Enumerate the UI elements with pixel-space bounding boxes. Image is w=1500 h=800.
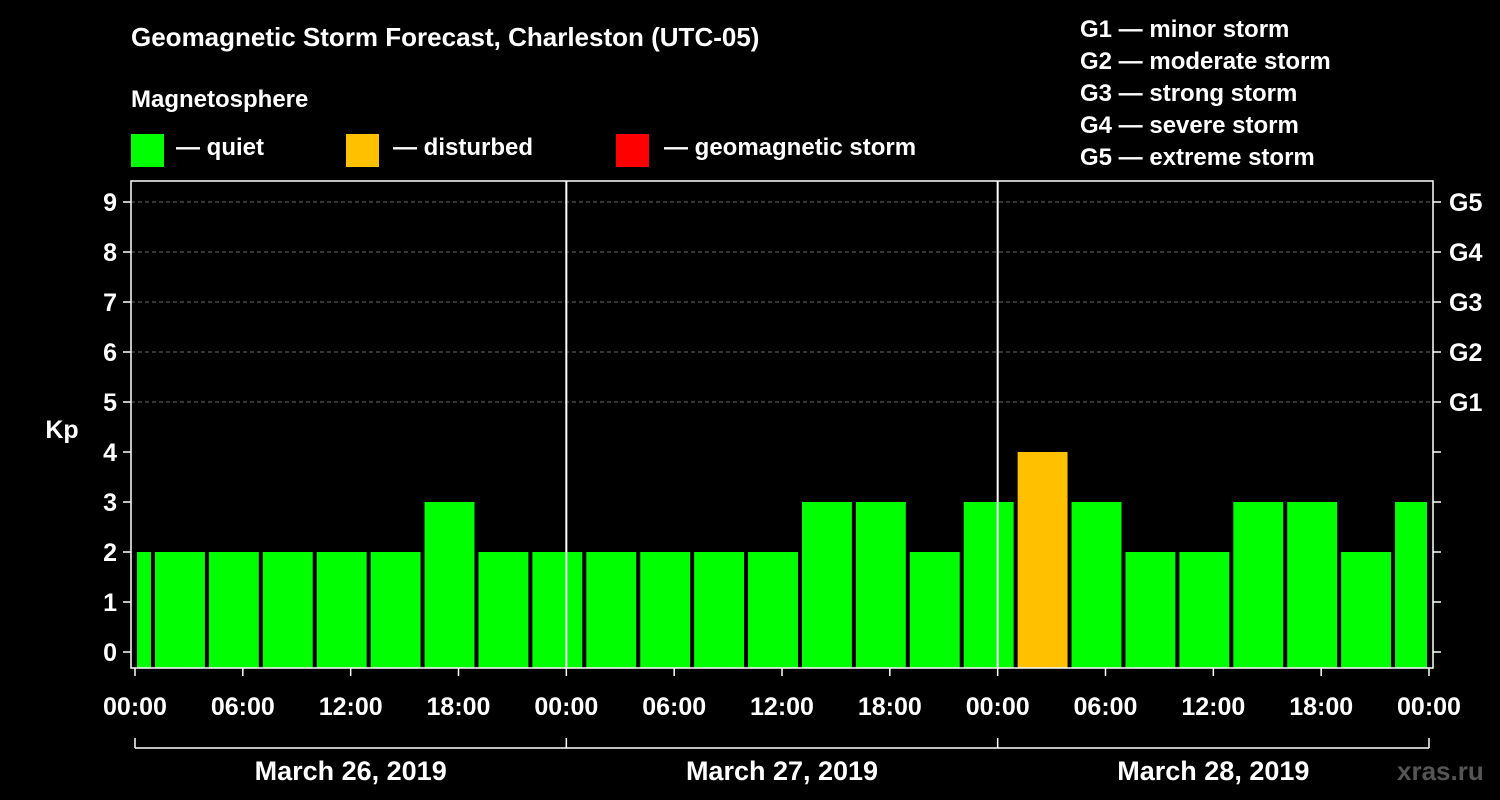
ytick-label-3: 3: [103, 489, 117, 517]
ytick-label-1: 1: [103, 589, 117, 617]
xtick-label-1: 06:00: [211, 693, 275, 721]
xtick-label-6: 12:00: [750, 693, 814, 721]
legend-swatch-disturbed: [346, 134, 379, 167]
ytick-label-8: 8: [103, 239, 117, 267]
legend-swatch-storm: [616, 134, 649, 167]
storm-scale-g5: G5 — extreme storm: [1080, 144, 1315, 171]
kp-bar-19: [1125, 552, 1176, 668]
kp-bar-23: [1341, 552, 1392, 668]
legend-swatch-quiet: [131, 134, 164, 167]
kp-bar-9: [586, 552, 637, 668]
xtick-label-2: 12:00: [319, 693, 383, 721]
kp-bar-17: [1017, 452, 1068, 668]
y-axis-label: Kp: [45, 416, 78, 444]
g-label-g3: G3: [1449, 289, 1482, 317]
xtick-label-0: 00:00: [103, 693, 167, 721]
xtick-label-3: 18:00: [427, 693, 491, 721]
kp-bar-6: [424, 502, 475, 668]
xtick-label-12: 00:00: [1397, 693, 1461, 721]
legend-label-quiet: — quiet: [176, 134, 264, 161]
kp-bar-7: [478, 552, 529, 668]
ytick-label-2: 2: [103, 539, 117, 567]
kp-bar-21: [1233, 502, 1284, 668]
kp-bar-15: [909, 552, 960, 668]
kp-bar-3: [262, 552, 313, 668]
storm-scale-g3: G3 — strong storm: [1080, 80, 1298, 107]
legend-label-storm: — geomagnetic storm: [664, 134, 917, 161]
xtick-label-5: 06:00: [642, 693, 706, 721]
ytick-label-4: 4: [103, 439, 117, 467]
xtick-label-7: 18:00: [858, 693, 922, 721]
storm-scale-g1: G1 — minor storm: [1080, 16, 1290, 43]
xtick-label-8: 00:00: [966, 693, 1030, 721]
storm-scale-g2: G2 — moderate storm: [1080, 48, 1331, 75]
chart-title: Geomagnetic Storm Forecast, Charleston (…: [131, 22, 760, 52]
kp-bar-22: [1287, 502, 1338, 668]
xtick-label-9: 06:00: [1074, 693, 1138, 721]
g-label-g5: G5: [1449, 189, 1482, 217]
kp-bar-12: [748, 552, 798, 668]
kp-bar-14: [855, 502, 906, 668]
legend-label-disturbed: — disturbed: [393, 134, 534, 161]
kp-bar-10: [640, 552, 691, 668]
kp-bar-18: [1071, 502, 1122, 668]
ytick-label-5: 5: [103, 389, 117, 417]
kp-bar-11: [694, 552, 745, 668]
g-label-g2: G2: [1449, 339, 1482, 367]
magnetosphere-label: Magnetosphere: [131, 86, 309, 113]
ytick-label-9: 9: [103, 189, 117, 217]
kp-bars: [137, 452, 1427, 668]
g-label-g1: G1: [1449, 389, 1482, 417]
ytick-label-7: 7: [103, 289, 117, 317]
kp-bar-1: [154, 552, 205, 668]
ytick-label-0: 0: [103, 639, 117, 667]
day-label-2: March 28, 2019: [1117, 756, 1309, 786]
kp-bar-5: [370, 552, 421, 668]
xtick-label-11: 18:00: [1289, 693, 1353, 721]
kp-bar-20: [1179, 552, 1230, 668]
axis-ticks: 0 1 2 3 4 5 6 7 8 9 G1 G2 G3 G4 G5 Kp 00:00 06:00 12:00 18:…: [45, 189, 1482, 786]
day-label-1: March 27, 2019: [686, 756, 878, 786]
kp-bar-8: [532, 552, 583, 668]
kp-bar-4: [316, 552, 367, 668]
grid-lines: [131, 201, 1433, 403]
storm-scale-g4: G4 — severe storm: [1080, 112, 1299, 139]
kp-bar-0: [137, 552, 151, 668]
kp-bar-24: [1395, 502, 1427, 668]
kp-bar-16: [963, 502, 1014, 668]
xtick-label-10: 12:00: [1181, 693, 1245, 721]
watermark: xras.ru: [1397, 756, 1484, 786]
xtick-label-4: 00:00: [534, 693, 598, 721]
kp-bar-13: [801, 502, 852, 668]
kp-bar-2: [208, 552, 259, 668]
day-label-0: March 26, 2019: [255, 756, 447, 786]
ytick-label-6: 6: [103, 339, 117, 367]
g-label-g4: G4: [1449, 239, 1482, 267]
